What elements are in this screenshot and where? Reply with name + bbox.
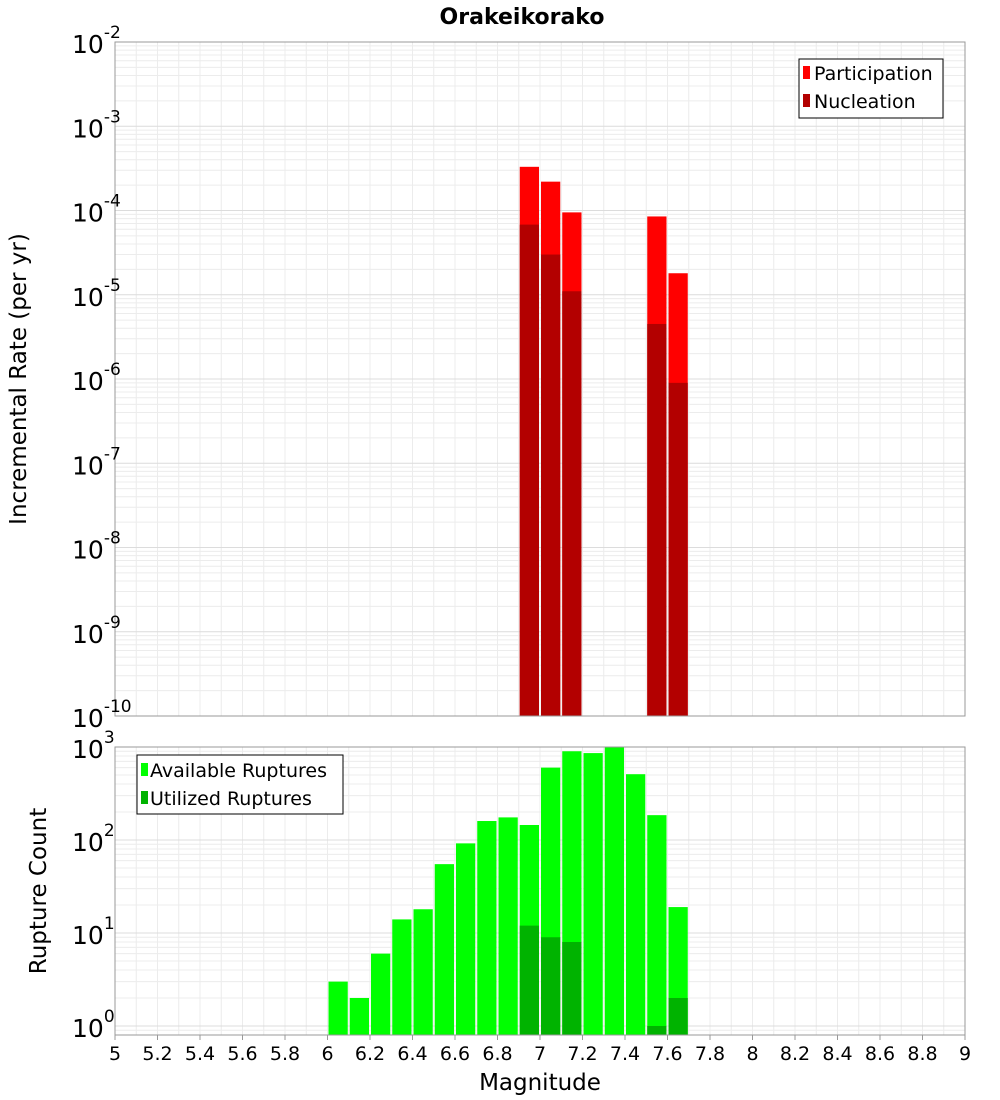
bar-available-ruptures [434, 864, 454, 1035]
x-tick-label: 6.4 [397, 1043, 427, 1065]
bar-available-ruptures [371, 953, 391, 1035]
bottom-y-tick-label: 101 [72, 914, 115, 950]
bar-available-ruptures [392, 919, 412, 1035]
x-tick-label: 8 [746, 1043, 758, 1065]
x-tick-label: 6.8 [482, 1043, 512, 1065]
x-axis-label: Magnitude [479, 1070, 601, 1096]
bar-utilized-ruptures [519, 925, 539, 1035]
x-tick-label: 6.6 [440, 1043, 470, 1065]
bar-utilized-ruptures [647, 1025, 667, 1035]
bottom-y-tick-exponent: 0 [104, 1007, 115, 1027]
x-tick-label: 8.2 [780, 1043, 810, 1065]
x-tick-label: 5.8 [270, 1043, 300, 1065]
bottom-legend-box [136, 754, 344, 815]
top-y-tick-exponent: -4 [104, 192, 121, 212]
legend-swatch-utilized [141, 791, 148, 804]
x-tick-label: 5 [109, 1043, 121, 1065]
bar-available-ruptures [328, 981, 348, 1035]
top-y-tick-exponent: -3 [104, 107, 121, 127]
top-y-tick-exponent: -8 [104, 529, 121, 549]
x-tick-label: 8.8 [907, 1043, 937, 1065]
top-plot-bars [519, 166, 688, 717]
legend-swatch-available [141, 763, 148, 776]
bar-available-ruptures [583, 753, 603, 1035]
x-tick-label: 5.2 [142, 1043, 172, 1065]
top-y-tick-exponent: -2 [104, 23, 121, 43]
x-tick-label: 5.6 [227, 1043, 257, 1065]
top-plot-frame [114, 41, 966, 717]
top-legend-box [798, 58, 944, 119]
x-tick-label: 7.6 [652, 1043, 682, 1065]
top-y-tick-label: 10-9 [72, 613, 121, 649]
top-y-tick-label: 10-6 [72, 360, 121, 396]
bottom-legend: Available Ruptures Utilized Ruptures [136, 754, 344, 815]
top-y-tick-exponent: -10 [104, 697, 132, 717]
top-y-tick-label: 10-4 [72, 192, 121, 228]
legend-label-utilized: Utilized Ruptures [150, 788, 312, 810]
bottom-y-axis-label: Rupture Count [26, 808, 52, 974]
bar-available-ruptures [498, 817, 518, 1035]
x-tick-label: 7.4 [610, 1043, 640, 1065]
bar-utilized-ruptures [562, 942, 582, 1035]
legend-swatch-nucleation [803, 94, 810, 107]
bar-nucleation [519, 224, 539, 716]
x-tick-label: 7.8 [695, 1043, 725, 1065]
bar-available-ruptures [477, 821, 497, 1035]
bar-available-ruptures [413, 909, 433, 1035]
top-plot-grid [114, 42, 966, 717]
bar-available-ruptures [604, 747, 624, 1035]
bar-available-ruptures [349, 997, 369, 1035]
legend-swatch-participation [803, 66, 810, 79]
x-tick-label: 6.2 [355, 1043, 385, 1065]
legend-label-available: Available Ruptures [150, 760, 327, 782]
x-tick-label: 9 [959, 1043, 971, 1065]
top-y-tick-label: 10-5 [72, 276, 121, 312]
x-tick-label: 7.2 [567, 1043, 597, 1065]
top-y-tick-label: 10-8 [72, 529, 121, 565]
bar-available-ruptures [626, 774, 646, 1035]
bar-nucleation [541, 254, 561, 716]
bar-nucleation [668, 382, 688, 716]
bottom-y-tick-exponent: 1 [104, 914, 115, 934]
top-y-tick-label: 10-2 [72, 23, 121, 59]
bar-available-ruptures [647, 815, 667, 1035]
top-y-axis-label: Incremental Rate (per yr) [6, 233, 32, 525]
top-y-tick-exponent: -6 [104, 360, 121, 380]
top-legend: Participation Nucleation [798, 58, 944, 119]
top-y-tick-exponent: -7 [104, 444, 121, 464]
x-tick-label: 6 [321, 1043, 333, 1065]
bar-utilized-ruptures [541, 937, 561, 1035]
top-y-tick-label: 10-3 [72, 107, 121, 143]
legend-label-participation: Participation [814, 63, 933, 85]
x-tick-label: 7 [534, 1043, 546, 1065]
bar-nucleation [647, 323, 667, 716]
legend-label-nucleation: Nucleation [814, 91, 916, 113]
chart-title: Orakeikorako [440, 5, 605, 30]
x-tick-label: 8.4 [822, 1043, 852, 1065]
top-y-ticks: 10-10 10-9 10-8 10-7 10-6 10-5 10-4 10-3 10-2 [72, 23, 132, 733]
bottom-plot-bars [328, 747, 688, 1035]
bar-nucleation [562, 291, 582, 716]
top-y-tick-exponent: -9 [104, 613, 121, 633]
bottom-y-tick-exponent: 2 [104, 821, 115, 841]
x-tick-label: 5.4 [185, 1043, 215, 1065]
bar-utilized-ruptures [668, 997, 688, 1035]
x-tick-label: 8.6 [865, 1043, 895, 1065]
bottom-y-tick-exponent: 3 [104, 728, 115, 748]
top-y-tick-exponent: -5 [104, 276, 121, 296]
bottom-y-tick-label: 103 [72, 728, 115, 764]
top-y-tick-label: 10-7 [72, 444, 121, 480]
bottom-y-tick-label: 100 [72, 1007, 115, 1043]
bottom-y-tick-label: 102 [72, 821, 115, 857]
x-ticks: 5 5.2 5.4 5.6 5.8 6 6.2 6.4 6.6 6.8 7 7.2 7.4 7.6 7.8 8… [109, 1035, 971, 1065]
bar-available-ruptures [456, 843, 476, 1035]
top-y-tick-label: 10-10 [72, 697, 132, 733]
